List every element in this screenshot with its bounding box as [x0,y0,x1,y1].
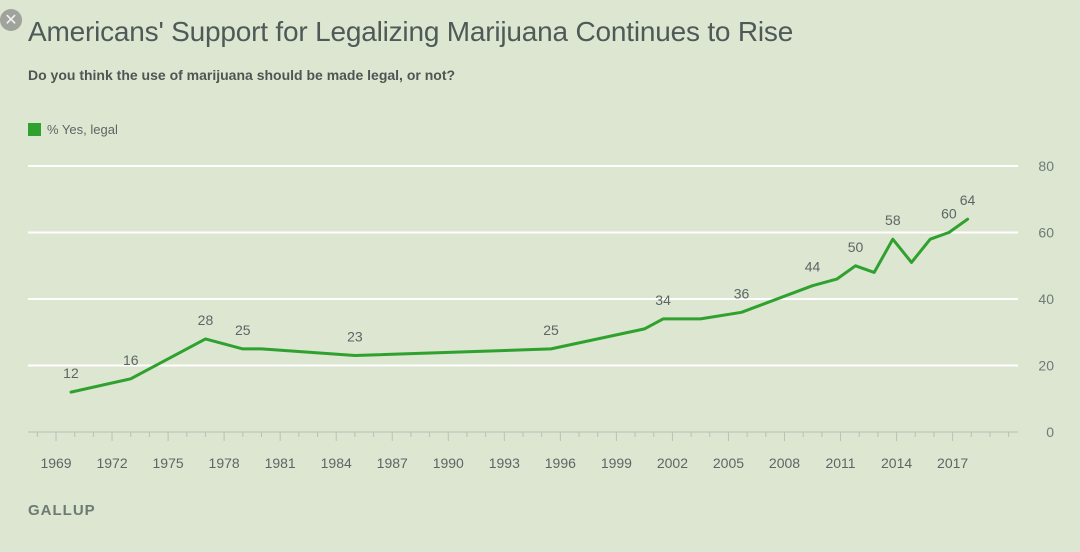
x-tick-label: 1984 [321,455,352,471]
data-label: 64 [960,192,976,208]
y-tick-label: 0 [1046,424,1054,440]
x-tick-label: 1996 [545,455,576,471]
x-tick-label: 1972 [96,455,127,471]
data-label: 58 [885,212,901,228]
data-label: 25 [235,322,251,338]
x-tick-label: 1990 [433,455,464,471]
data-label: 23 [347,329,363,345]
series-line [69,217,970,394]
x-tick-label: 2005 [713,455,744,471]
x-tick-label: 2002 [657,455,688,471]
source-label: GALLUP [28,502,96,519]
data-label: 36 [734,285,750,301]
x-tick-label: 1978 [209,455,240,471]
data-label: 28 [198,312,214,328]
x-tick-label: 2011 [825,455,855,471]
x-tick-label: 1969 [40,455,71,471]
legend: % Yes, legal [28,122,118,137]
data-label: 16 [123,352,139,368]
x-tick-label: 2008 [769,455,800,471]
x-tick-label: 1993 [489,455,520,471]
y-tick-label: 40 [1038,291,1054,307]
x-tick-label: 1999 [601,455,632,471]
data-label: 50 [848,239,864,255]
x-tick-label: 2017 [937,455,968,471]
chart-subtitle: Do you think the use of marijuana should… [28,67,456,83]
close-icon[interactable]: ✕ [0,9,22,31]
data-label: 60 [941,206,957,222]
x-tick-label: 1987 [377,455,408,471]
legend-swatch [28,123,41,136]
data-label: 34 [655,292,671,308]
chart-title: Americans' Support for Legalizing Mariju… [28,16,794,47]
legend-label: % Yes, legal [47,122,118,137]
data-label: 44 [805,259,821,275]
y-tick-label: 80 [1038,158,1054,174]
x-tick-label: 1981 [265,455,296,471]
y-tick-label: 20 [1038,358,1054,374]
data-label: 12 [63,365,79,381]
x-tick-label: 2014 [881,455,912,471]
y-tick-label: 60 [1038,225,1054,241]
x-tick-label: 1975 [153,455,184,471]
data-label: 25 [543,322,559,338]
